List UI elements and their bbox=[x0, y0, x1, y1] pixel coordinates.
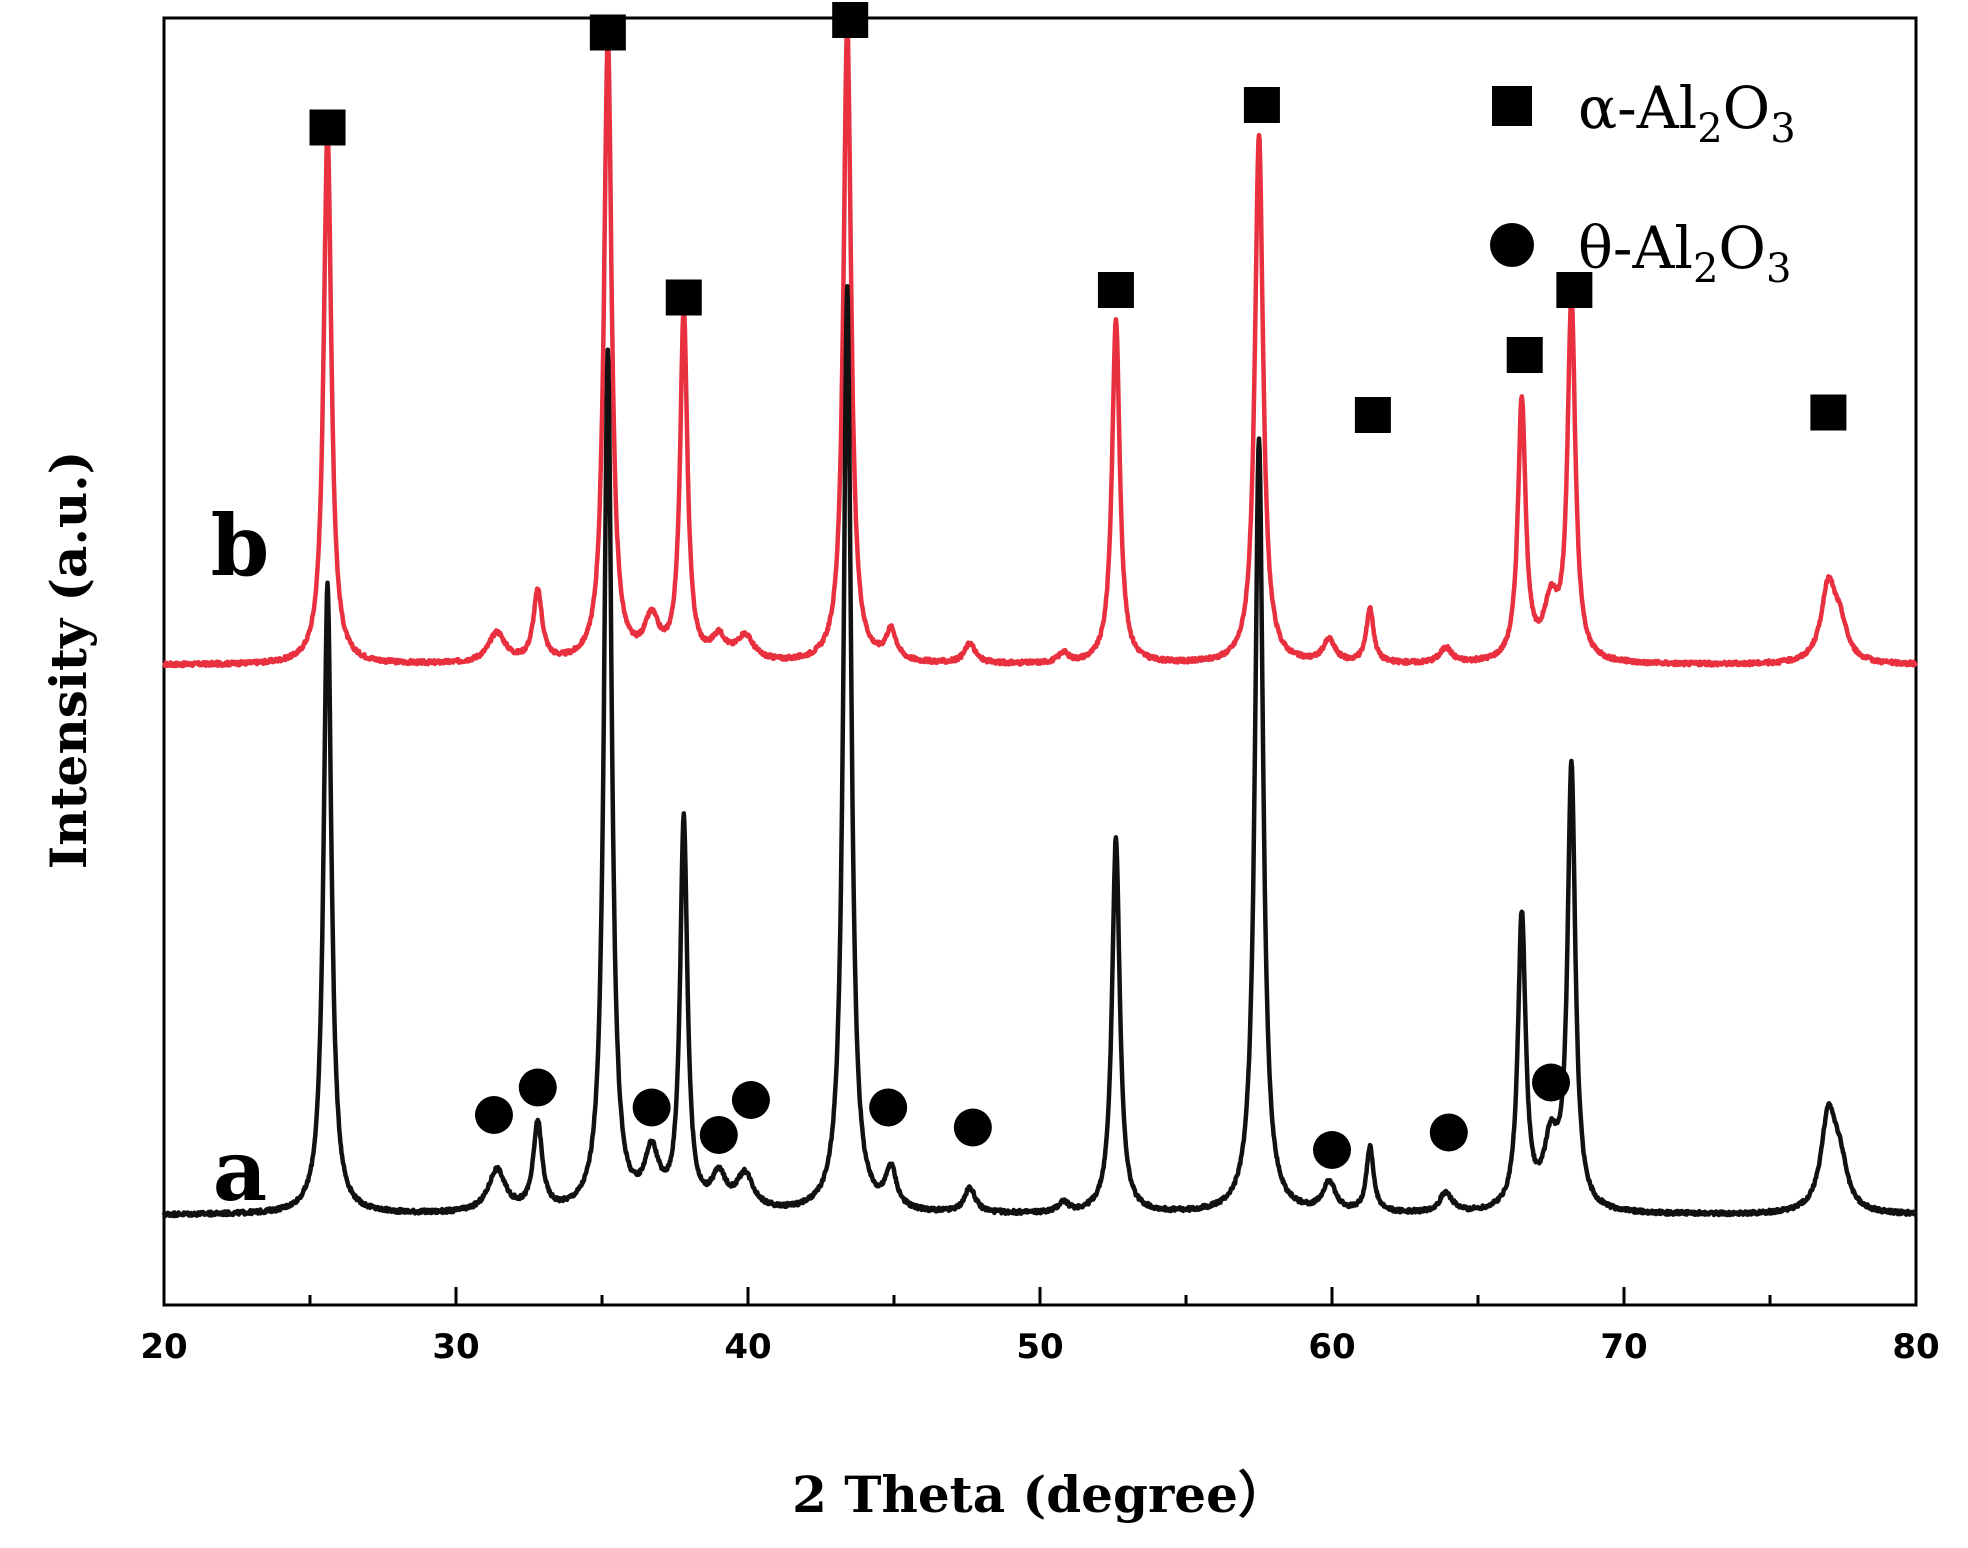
legend-item-theta: θ-Al2O3 bbox=[1490, 214, 1791, 292]
theta-peak-marker bbox=[1532, 1063, 1570, 1102]
legend-theta-label: θ-Al2O3 bbox=[1578, 214, 1791, 292]
theta-peak-marker bbox=[518, 1068, 557, 1107]
alpha-peak-marker bbox=[589, 14, 626, 51]
legend-circle-marker bbox=[1490, 223, 1534, 267]
legend-square-marker bbox=[1492, 86, 1532, 126]
theta-peak-marker bbox=[699, 1116, 738, 1154]
curve-label-a: a bbox=[213, 1121, 267, 1220]
x-axis-title: 2 Theta (degree） bbox=[792, 1465, 1288, 1524]
y-axis-title: Intensity (a.u.) bbox=[39, 451, 98, 870]
theta-peak-marker bbox=[1313, 1131, 1351, 1169]
alpha-peak-marker bbox=[1506, 337, 1543, 373]
curves bbox=[161, 21, 1919, 1219]
peak-markers bbox=[309, 2, 1847, 1169]
theta-peak-marker bbox=[474, 1096, 513, 1134]
x-tick-label: 80 bbox=[1892, 1327, 1939, 1367]
alpha-peak-marker bbox=[1243, 87, 1280, 123]
x-tick-label: 70 bbox=[1600, 1327, 1647, 1367]
theta-peak-marker bbox=[731, 1081, 770, 1119]
x-tick-label: 50 bbox=[1016, 1327, 1063, 1367]
alpha-peak-marker bbox=[1354, 397, 1391, 433]
alpha-peak-marker bbox=[665, 279, 702, 316]
legend: α-Al2O3 θ-Al2O3 bbox=[1490, 74, 1796, 292]
alpha-peak-marker bbox=[1556, 272, 1593, 308]
x-tick-label: 30 bbox=[432, 1327, 479, 1367]
curve-label-b: b bbox=[211, 496, 270, 595]
legend-alpha-label: α-Al2O3 bbox=[1578, 74, 1796, 152]
x-tick-label: 60 bbox=[1308, 1327, 1355, 1367]
series-b-line bbox=[162, 21, 1919, 669]
theta-peak-marker bbox=[1429, 1113, 1468, 1152]
theta-peak-marker bbox=[632, 1088, 671, 1127]
curve-labels: ba bbox=[211, 496, 270, 1220]
x-tick-label: 40 bbox=[724, 1327, 771, 1367]
legend-item-alpha: α-Al2O3 bbox=[1492, 74, 1796, 152]
x-axis: 20 30 40 50 60 70 80 bbox=[140, 1287, 1940, 1367]
alpha-peak-marker bbox=[1097, 272, 1134, 308]
series-a-line bbox=[161, 283, 1918, 1219]
x-tick-label: 20 bbox=[140, 1327, 187, 1367]
alpha-peak-marker bbox=[309, 109, 346, 146]
alpha-peak-marker bbox=[1810, 394, 1847, 431]
alpha-peak-marker bbox=[832, 2, 869, 38]
theta-peak-marker bbox=[953, 1108, 992, 1147]
theta-peak-marker bbox=[869, 1088, 908, 1127]
